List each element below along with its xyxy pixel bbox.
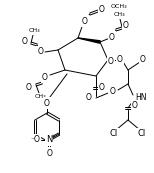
Text: O: O xyxy=(46,148,52,157)
Text: O: O xyxy=(21,37,27,45)
Text: O: O xyxy=(82,16,88,25)
Text: Cl: Cl xyxy=(110,130,118,139)
Text: O: O xyxy=(42,72,48,81)
Text: O: O xyxy=(26,83,32,92)
Polygon shape xyxy=(78,38,100,43)
Text: OCH₃: OCH₃ xyxy=(111,3,128,8)
Text: O: O xyxy=(109,33,115,42)
Text: ⁻O: ⁻O xyxy=(30,135,40,144)
Text: CH₃: CH₃ xyxy=(34,94,46,99)
Text: O: O xyxy=(123,21,129,30)
Text: N: N xyxy=(46,135,52,144)
Text: CH₃: CH₃ xyxy=(28,29,40,34)
Text: O: O xyxy=(44,98,50,107)
Text: Cl: Cl xyxy=(138,130,146,139)
Text: +: + xyxy=(51,134,55,139)
Text: O: O xyxy=(99,83,105,92)
Text: O: O xyxy=(117,56,123,65)
Text: HN: HN xyxy=(135,93,146,102)
Text: O: O xyxy=(108,57,114,66)
Text: O: O xyxy=(37,48,43,57)
Text: O: O xyxy=(132,102,138,111)
Text: O: O xyxy=(140,56,146,65)
Text: O: O xyxy=(86,93,92,102)
Text: CH₃: CH₃ xyxy=(113,12,125,17)
Text: O: O xyxy=(109,86,115,95)
Text: O: O xyxy=(99,4,105,13)
